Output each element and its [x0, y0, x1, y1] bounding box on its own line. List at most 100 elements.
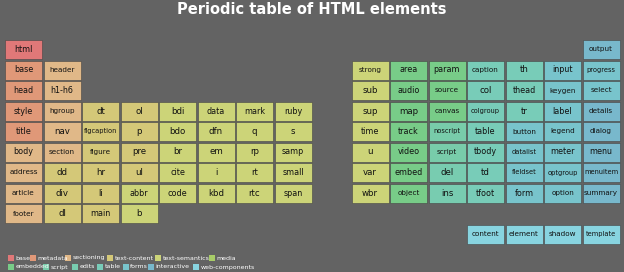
- Text: ruby: ruby: [284, 107, 302, 116]
- Text: mark: mark: [244, 107, 265, 116]
- FancyBboxPatch shape: [82, 184, 119, 202]
- Text: main: main: [90, 209, 110, 218]
- FancyBboxPatch shape: [429, 163, 466, 182]
- FancyBboxPatch shape: [97, 264, 104, 270]
- FancyBboxPatch shape: [582, 40, 620, 59]
- FancyBboxPatch shape: [82, 122, 119, 141]
- FancyBboxPatch shape: [120, 184, 157, 202]
- Text: embedded: embedded: [16, 264, 49, 270]
- Text: abbr: abbr: [130, 188, 149, 197]
- FancyBboxPatch shape: [5, 122, 42, 141]
- FancyBboxPatch shape: [505, 163, 542, 182]
- Text: edits: edits: [79, 264, 95, 270]
- Text: dl: dl: [58, 209, 66, 218]
- FancyBboxPatch shape: [198, 184, 235, 202]
- Text: hgroup: hgroup: [49, 108, 75, 114]
- FancyBboxPatch shape: [8, 264, 14, 270]
- FancyBboxPatch shape: [5, 143, 42, 162]
- Text: strong: strong: [359, 67, 381, 73]
- FancyBboxPatch shape: [82, 163, 119, 182]
- FancyBboxPatch shape: [155, 255, 161, 261]
- FancyBboxPatch shape: [544, 184, 581, 202]
- Text: style: style: [14, 107, 33, 116]
- Text: q: q: [251, 127, 257, 136]
- FancyBboxPatch shape: [72, 264, 78, 270]
- FancyBboxPatch shape: [582, 163, 620, 182]
- Text: bdi: bdi: [171, 107, 184, 116]
- Text: tfoot: tfoot: [476, 188, 495, 197]
- FancyBboxPatch shape: [505, 184, 542, 202]
- FancyBboxPatch shape: [159, 122, 196, 141]
- FancyBboxPatch shape: [582, 60, 620, 79]
- Text: forms: forms: [130, 264, 148, 270]
- Text: s: s: [291, 127, 295, 136]
- Text: cite: cite: [170, 168, 185, 177]
- FancyBboxPatch shape: [390, 184, 427, 202]
- FancyBboxPatch shape: [5, 40, 42, 59]
- FancyBboxPatch shape: [5, 204, 42, 223]
- FancyBboxPatch shape: [44, 163, 80, 182]
- FancyBboxPatch shape: [351, 81, 389, 100]
- FancyBboxPatch shape: [544, 163, 581, 182]
- FancyBboxPatch shape: [467, 60, 504, 79]
- Text: menu: menu: [590, 147, 613, 156]
- FancyBboxPatch shape: [236, 122, 273, 141]
- FancyBboxPatch shape: [544, 60, 581, 79]
- Text: dt: dt: [96, 107, 105, 116]
- FancyBboxPatch shape: [198, 143, 235, 162]
- Text: ol: ol: [135, 107, 143, 116]
- Text: template: template: [586, 231, 616, 237]
- FancyBboxPatch shape: [505, 143, 542, 162]
- Text: noscript: noscript: [434, 128, 461, 134]
- FancyBboxPatch shape: [467, 143, 504, 162]
- FancyBboxPatch shape: [5, 184, 42, 202]
- Text: em: em: [209, 147, 223, 156]
- FancyBboxPatch shape: [351, 101, 389, 120]
- FancyBboxPatch shape: [44, 101, 80, 120]
- FancyBboxPatch shape: [544, 122, 581, 141]
- Text: section: section: [49, 149, 75, 155]
- FancyBboxPatch shape: [467, 101, 504, 120]
- FancyBboxPatch shape: [275, 143, 311, 162]
- FancyBboxPatch shape: [82, 204, 119, 223]
- FancyBboxPatch shape: [351, 60, 389, 79]
- Text: legend: legend: [550, 128, 575, 134]
- Text: video: video: [397, 147, 419, 156]
- Text: fieldset: fieldset: [512, 169, 537, 175]
- Text: title: title: [16, 127, 31, 136]
- Text: area: area: [399, 66, 417, 75]
- Text: thead: thead: [512, 86, 535, 95]
- FancyBboxPatch shape: [505, 224, 542, 243]
- FancyBboxPatch shape: [505, 81, 542, 100]
- FancyBboxPatch shape: [159, 163, 196, 182]
- FancyBboxPatch shape: [120, 204, 157, 223]
- Text: metadata: metadata: [38, 255, 69, 261]
- FancyBboxPatch shape: [390, 143, 427, 162]
- Text: bdo: bdo: [169, 127, 185, 136]
- Text: media: media: [217, 255, 236, 261]
- FancyBboxPatch shape: [582, 81, 620, 100]
- FancyBboxPatch shape: [107, 255, 113, 261]
- Text: rp: rp: [250, 147, 259, 156]
- FancyBboxPatch shape: [275, 101, 311, 120]
- FancyBboxPatch shape: [544, 81, 581, 100]
- FancyBboxPatch shape: [467, 163, 504, 182]
- FancyBboxPatch shape: [120, 143, 157, 162]
- FancyBboxPatch shape: [44, 60, 80, 79]
- FancyBboxPatch shape: [390, 81, 427, 100]
- Text: canvas: canvas: [434, 108, 460, 114]
- FancyBboxPatch shape: [275, 122, 311, 141]
- Text: dialog: dialog: [590, 128, 612, 134]
- Text: menuitem: menuitem: [584, 169, 618, 175]
- FancyBboxPatch shape: [467, 122, 504, 141]
- FancyBboxPatch shape: [123, 264, 129, 270]
- Text: param: param: [434, 66, 461, 75]
- Text: ul: ul: [135, 168, 143, 177]
- FancyBboxPatch shape: [505, 122, 542, 141]
- Text: caption: caption: [472, 67, 499, 73]
- Text: body: body: [14, 147, 34, 156]
- Text: table: table: [105, 264, 121, 270]
- FancyBboxPatch shape: [275, 163, 311, 182]
- FancyBboxPatch shape: [8, 255, 14, 261]
- Text: summary: summary: [584, 190, 618, 196]
